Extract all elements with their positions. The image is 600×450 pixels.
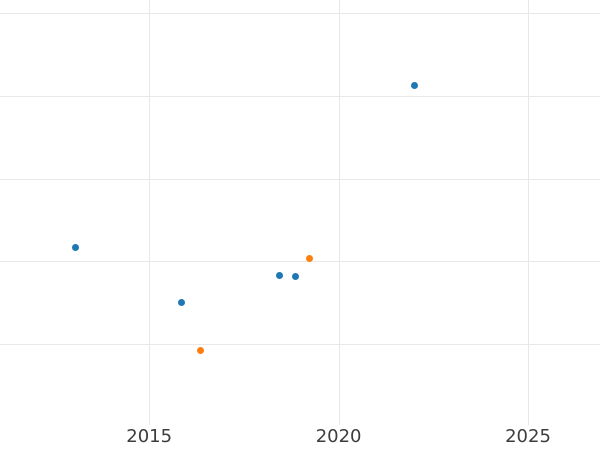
x-axis: 2015 2020 2025: [0, 425, 600, 450]
scatter-point-series-blue: [410, 81, 418, 89]
x-tick-label: 2025: [505, 426, 551, 447]
x-tick-label: 2020: [315, 426, 362, 447]
scatter-point-series-blue: [275, 271, 283, 279]
y-gridline: [0, 95, 600, 97]
scatter-point-series-blue: [71, 243, 79, 251]
scatter-point-series-orange: [306, 255, 314, 263]
y-gridline: [0, 13, 600, 15]
x-gridline: [528, 0, 529, 425]
plot-area: [0, 0, 600, 425]
y-gridline: [0, 178, 600, 180]
y-gridline: [0, 344, 600, 345]
x-gridline: [338, 0, 340, 425]
scatter-point-series-orange: [197, 347, 205, 355]
y-gridline: [0, 261, 600, 263]
x-gridline: [149, 0, 151, 425]
scatter-point-series-blue: [292, 272, 300, 280]
x-tick-label: 2015: [126, 426, 173, 447]
scatter-point-series-blue: [177, 299, 185, 307]
